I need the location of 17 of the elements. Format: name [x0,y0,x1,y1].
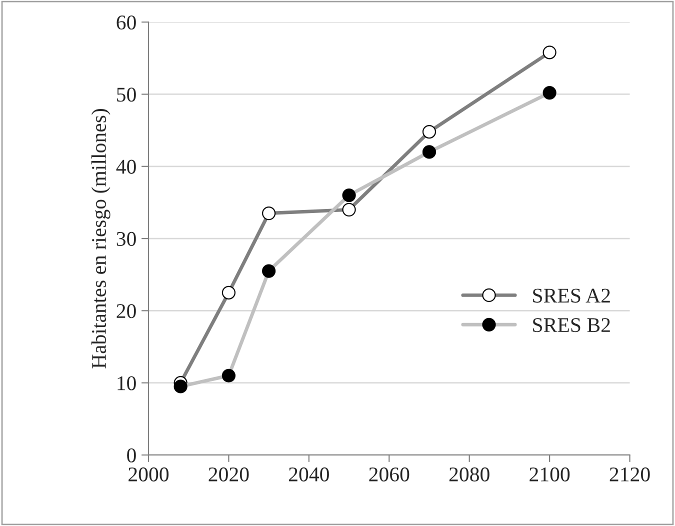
x-tick-label: 2060 [369,467,410,482]
y-tick-label: 20 [116,304,136,318]
legend-label: SRES A2 [533,288,610,303]
y-tick-label: 40 [116,160,136,174]
y-tick-label: 50 [117,88,136,102]
x-tick-label: 2000 [128,467,169,482]
y-tick-label: 0 [127,448,136,462]
legend-label: SRES B2 [533,318,610,332]
x-tick-label: 2080 [449,467,490,482]
y-axis-title: Habitantes en riesgo (millones) [91,108,110,368]
x-tick-label: 2020 [208,467,249,482]
x-tick-label: 2100 [530,467,570,482]
x-tick-label: 2120 [610,467,650,482]
y-tick-label: 30 [116,232,136,246]
x-tick-label: 2040 [289,467,329,482]
y-tick-label: 10 [118,376,136,390]
y-tick-label: 60 [116,15,136,30]
